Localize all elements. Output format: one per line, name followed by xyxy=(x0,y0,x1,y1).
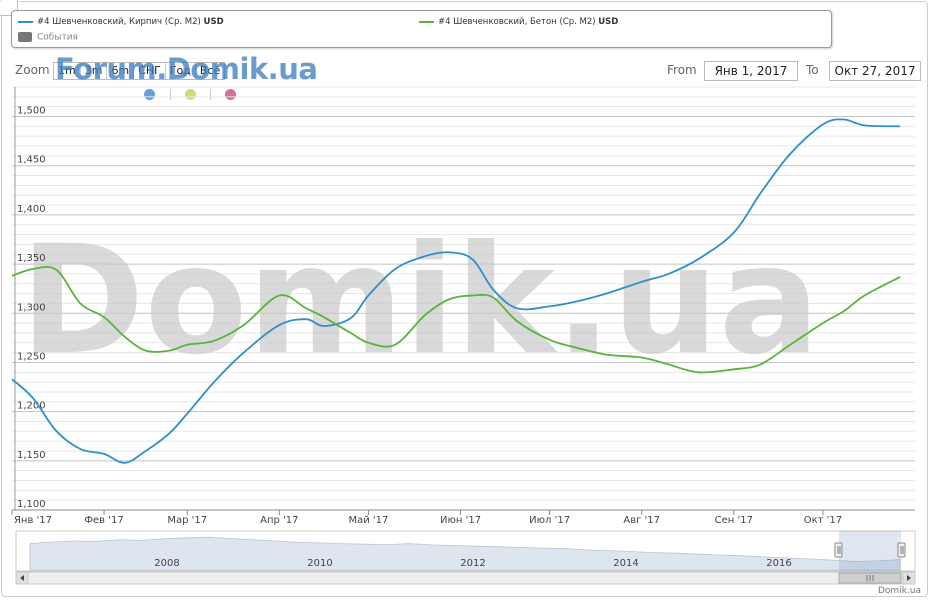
navigator-year-label: 2008 xyxy=(154,558,179,569)
navigator-year-label: 2012 xyxy=(460,558,485,569)
y-tick-label: 1,400 xyxy=(17,204,46,215)
domik-watermark: Domik.ua xyxy=(20,214,820,388)
zoom-all-button[interactable]: Всё xyxy=(199,64,221,77)
y-tick-label: 1,500 xyxy=(17,106,46,117)
navigator-year-labels: 2008 2010 2012 2014 2016 xyxy=(154,558,791,569)
legend-item-events[interactable]: События xyxy=(18,32,78,43)
from-date-input[interactable]: Янв 1, 2017 xyxy=(704,61,798,81)
y-tick-label: 1,450 xyxy=(17,155,46,166)
navigator-history-area xyxy=(29,536,901,571)
zoom-buttons: 1m 3m 6m СНГ Год Всё xyxy=(53,62,226,80)
arrow-left-icon xyxy=(20,575,24,581)
event-divider xyxy=(170,89,171,100)
y-tick-label: 1,100 xyxy=(17,499,46,510)
x-tick-label: Янв '17 xyxy=(14,515,52,526)
series-line-brick[interactable] xyxy=(11,118,901,464)
x-tick-label: Июн '17 xyxy=(440,515,481,526)
zoom-3m-button[interactable]: 3m xyxy=(81,63,108,79)
to-date-input[interactable]: Окт 27, 2017 xyxy=(829,61,921,81)
events-square-icon xyxy=(18,32,32,42)
legend-item-concrete[interactable]: #4 Шевченковский, Бетон (Ср. М2) USD xyxy=(419,17,618,27)
series-lines xyxy=(11,118,901,464)
series-line-icon xyxy=(18,20,33,23)
event-marker-pink[interactable] xyxy=(225,89,236,100)
x-tick-label: Мар '17 xyxy=(167,515,207,526)
x-tick-label: Окт '17 xyxy=(804,515,842,526)
zoom-6m-button[interactable]: 6m xyxy=(107,63,135,79)
legend-label-concrete: #4 Шевченковский, Бетон (Ср. М2) xyxy=(438,17,596,27)
to-label: To xyxy=(806,63,819,77)
x-tick-label: Сен '17 xyxy=(715,515,753,526)
event-marker-blue[interactable] xyxy=(144,89,155,100)
navigator-year-label: 2014 xyxy=(613,558,638,569)
navigator-year-label: 2010 xyxy=(307,558,332,569)
zoom-1m-button[interactable]: 1m xyxy=(54,63,81,79)
arrow-right-icon xyxy=(907,575,911,581)
legend-label-brick: #4 Шевченковский, Кирпич (Ср. М2) xyxy=(37,17,201,27)
navigator-year-label: 2016 xyxy=(766,558,791,569)
y-tick-label: 1,300 xyxy=(17,302,46,313)
scrollbar-track[interactable] xyxy=(15,571,916,585)
legend-events-label: События xyxy=(37,32,78,43)
zoom-year-button[interactable]: Год xyxy=(166,63,196,79)
series-line-icon xyxy=(419,20,434,23)
forum-watermark: Forum.Domik.ua xyxy=(55,52,318,86)
y-tick-label: 1,150 xyxy=(17,450,46,461)
legend: #4 Шевченковский, Кирпич (Ср. М2) USD #4… xyxy=(11,10,832,48)
y-tick-label: 1,350 xyxy=(17,253,46,264)
y-axis-tick-labels: 1,100 1,150 1,200 1,250 1,300 1,350 1,400 1,450… xyxy=(17,106,46,510)
x-tick-label: Июл '17 xyxy=(529,515,570,526)
x-tick-label: Фев '17 xyxy=(84,515,123,526)
from-label: From xyxy=(667,63,697,77)
y-tick-label: 1,200 xyxy=(17,401,46,412)
legend-item-brick[interactable]: #4 Шевченковский, Кирпич (Ср. М2) USD xyxy=(18,17,224,27)
event-divider xyxy=(210,89,211,100)
event-marker-yellow[interactable] xyxy=(185,89,196,100)
x-tick-label: Май '17 xyxy=(348,515,388,526)
x-tick-label: Апр '17 xyxy=(260,515,298,526)
y-tick-label: 1,250 xyxy=(17,351,46,362)
zoom-ytd-button[interactable]: СНГ xyxy=(134,63,166,79)
zoom-label: Zoom xyxy=(15,63,50,77)
navigator-selected-range[interactable] xyxy=(839,531,901,571)
navigator: 2008 2010 2012 2014 2016 xyxy=(15,530,916,585)
credit-link[interactable]: Domik.ua xyxy=(878,586,921,596)
legend-unit-concrete: USD xyxy=(598,17,619,27)
x-tick-label: Авг '17 xyxy=(623,515,660,526)
series-line-concrete[interactable] xyxy=(11,265,901,374)
legend-unit-brick: USD xyxy=(203,17,224,27)
x-axis-tick-labels: Янв '17 Фев '17 Мар '17 Апр '17 Май '17 Июн '… xyxy=(11,510,842,526)
